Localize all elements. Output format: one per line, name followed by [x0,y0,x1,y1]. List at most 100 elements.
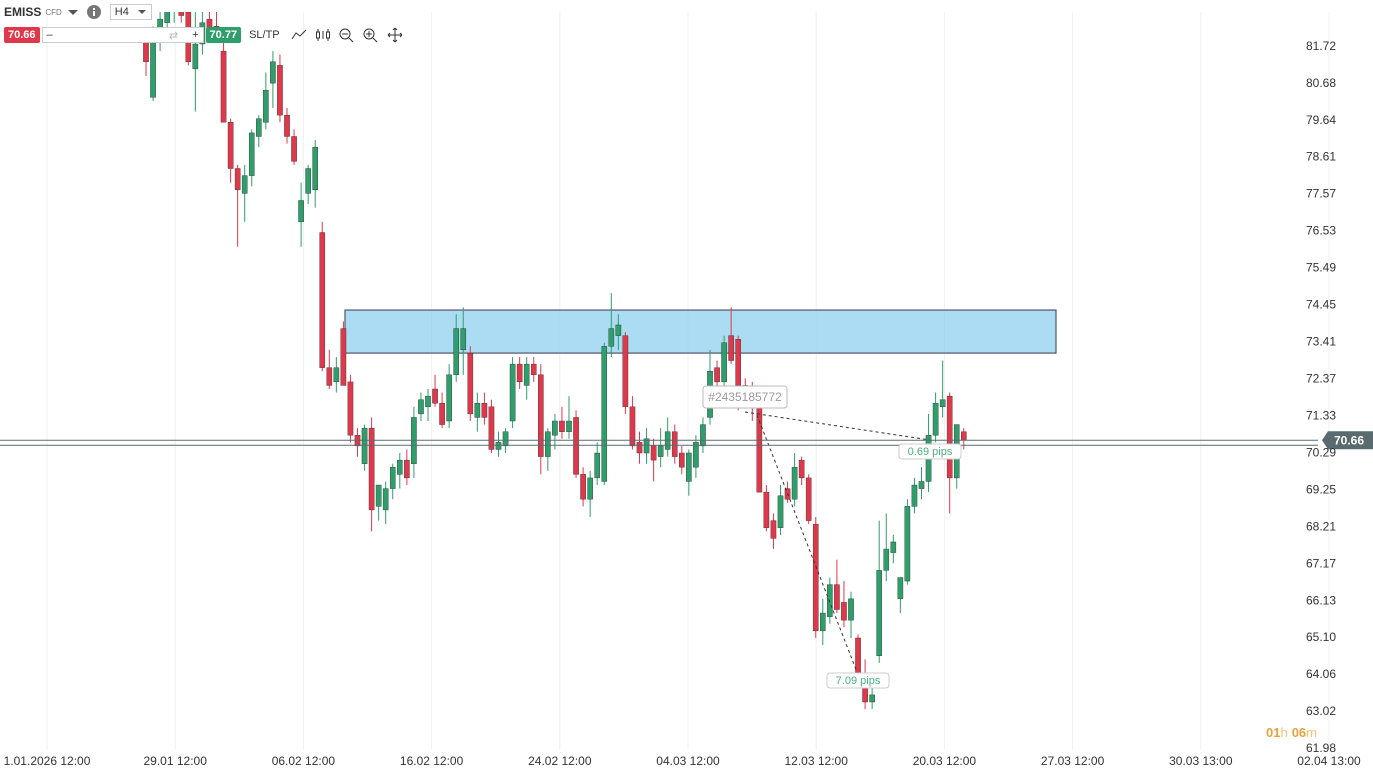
x-tick-label: 1.01.2026 12:00 [4,754,91,768]
candle-body [855,637,861,674]
candle-body [340,328,347,386]
candle-body [453,328,460,375]
order-label-box [702,385,788,409]
buy-price[interactable]: 70.77 [205,27,242,43]
candle-body [439,403,445,425]
candle-body [234,168,241,191]
candle-body [347,381,354,436]
candle-body [834,584,840,610]
candle-body [939,399,946,407]
candle-body [368,427,375,511]
dropdown-arrow[interactable] [66,7,80,17]
x-tick-label: 04.03 12:00 [656,754,720,768]
candle-body [918,481,925,489]
y-tick-label: 66.13 [1306,594,1336,608]
candle-body [192,43,199,70]
candles [143,12,967,710]
x-tick-label: 12.03 12:00 [784,754,848,768]
y-tick-label: 72.37 [1306,372,1336,386]
candle-body [629,406,636,447]
candle-body [361,427,368,464]
candle-body [728,335,734,361]
timer-part: 01 [1266,725,1280,740]
candle-body [615,324,622,336]
axes: 81.72 80.68 79.64 78.61 77.57 76.53 75.49 74.45… [4,39,1361,768]
plus-button[interactable]: + [192,29,199,41]
candle-body [671,431,678,457]
minus-button[interactable]: – [46,29,53,41]
timeframe: H4 [114,6,129,18]
y-tick-label: 81.72 [1306,39,1336,53]
y-tick-label: 68.21 [1306,520,1336,534]
timer-part: 06 [1292,725,1306,740]
timer-part: h [1280,725,1287,740]
line-chart-icon[interactable] [290,27,308,43]
overlay: 70.66 #2435185772 0.69 pips 7.09 pips [0,385,1373,689]
candle-body [904,506,911,582]
price-badge-label: 70.66 [1334,433,1364,447]
zoom-in[interactable] [362,27,380,43]
candle-body [446,374,452,422]
y-tick-label: 79.64 [1306,113,1336,127]
timeframe-select[interactable]: H4 [109,4,152,20]
y-tick-label: 69.25 [1306,483,1336,497]
candle-body [495,442,502,450]
candle-body [594,452,600,479]
price-badge [1322,431,1373,450]
pips-label: 7.09 pips [836,675,881,687]
symbol-bar: EMISS CFD H4 [4,4,152,20]
candle-body [432,388,438,404]
volume-input[interactable]: – ⇄ + [41,27,204,43]
sell-price[interactable]: 70.66 [4,27,40,43]
candle-body [481,403,488,418]
candle-body [545,431,551,457]
y-tick-label: 63.02 [1306,704,1336,718]
symbol[interactable]: EMISS [4,5,42,19]
candle-body [375,484,382,507]
candle-body [812,523,819,632]
candle-body [911,484,918,507]
candle-body [178,12,185,16]
candle-body [679,452,685,468]
y-tick-label: 75.49 [1306,261,1336,275]
candle-body [848,598,854,621]
candle-body [256,118,262,137]
candle-body [538,374,544,457]
candle-body [389,467,396,489]
candle-body [777,495,784,528]
info-icon[interactable] [86,4,102,20]
candle-body [516,363,523,383]
candle-body [636,442,643,454]
y-tick-label: 61.98 [1306,741,1336,755]
grid [46,12,1330,750]
candle-body [312,146,319,191]
candle-body [770,520,777,539]
candle-icon[interactable] [314,27,332,43]
candle-body [319,232,326,368]
candle-body [530,363,537,375]
y-tick-label: 78.61 [1306,150,1336,164]
candle-body [397,459,403,475]
candle-body [523,363,530,386]
trade-link [756,414,858,673]
candle-body [735,339,741,386]
y-tick-label: 77.57 [1306,187,1336,201]
x-tick-label: 29.01 12:00 [143,754,207,768]
x-tick-label: 27.03 12:00 [1041,754,1105,768]
zoom-out[interactable] [338,27,356,43]
move-icon[interactable] [386,27,404,43]
sltp-button[interactable]: SL/TP [249,29,280,41]
trade-link [744,411,931,441]
candle-body [869,694,875,703]
timer-part: m [1306,725,1317,740]
candle-body [418,399,424,415]
candle-body [798,459,805,479]
candle-body [488,406,495,450]
candle-body [502,431,509,447]
candle-body [248,132,255,176]
y-tick-label: 71.33 [1306,409,1336,423]
pips-box [826,672,890,689]
candle-body [763,491,770,528]
